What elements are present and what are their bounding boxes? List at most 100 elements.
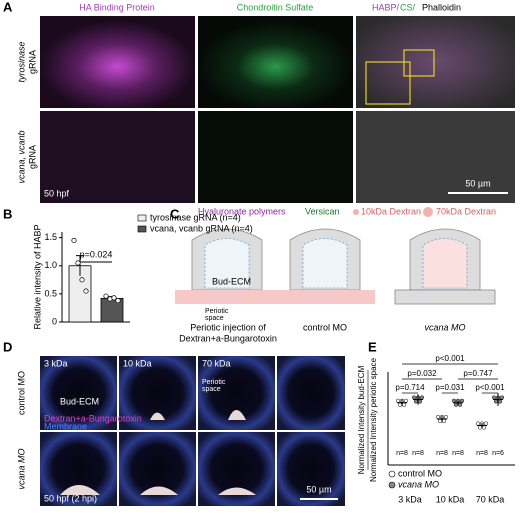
- row-label: gRNA: [27, 50, 37, 74]
- n-label: n=8: [396, 450, 408, 457]
- dot: [395, 398, 401, 403]
- dot: [435, 414, 441, 420]
- comparison-label: p<0.001: [435, 354, 465, 363]
- row-label: gRNA: [27, 145, 37, 169]
- y-tick-label: 1.0: [44, 260, 57, 270]
- y-axis-label: Normalized Intensity bud-ECM: [357, 365, 366, 474]
- image-grid-d: [40, 356, 345, 506]
- bud-ecm-label: Bud-ECM: [212, 276, 251, 286]
- legend-swatch: [137, 225, 147, 233]
- panel-letter: E: [368, 339, 377, 354]
- condition-label: control MO: [303, 322, 347, 332]
- panel-letter: D: [3, 339, 12, 354]
- row-label: control MO: [16, 371, 26, 415]
- dot: [499, 395, 505, 400]
- legend-text: vcana MO: [398, 479, 439, 489]
- data-point: [75, 260, 81, 266]
- diagrams: [175, 228, 496, 305]
- legend-swatch: [137, 214, 147, 222]
- comparison-label: p=0.032: [407, 369, 437, 378]
- data-point: [71, 237, 77, 243]
- comparison-label: p=0.714: [395, 383, 425, 392]
- legend-text: 70kDa Dextran: [436, 206, 496, 216]
- legend-text: 10kDa Dextran: [361, 206, 421, 216]
- n-label: n=8: [476, 450, 488, 457]
- data-point: [83, 288, 89, 294]
- legend-swatch: [388, 470, 396, 478]
- dot: [401, 402, 407, 407]
- dot: [441, 418, 447, 424]
- injection-label: Periotic injection of: [190, 322, 266, 332]
- row-label: vcana, vcanb: [16, 130, 26, 183]
- dot: [475, 421, 481, 426]
- membrane-label: Membrane: [44, 421, 87, 431]
- data-point: [115, 298, 121, 304]
- n-label: n=8: [452, 450, 464, 457]
- n-label: n=8: [412, 450, 424, 457]
- panel-letter: A: [3, 0, 13, 14]
- stain-label: Dextran+a-Bungarotoxin: [44, 413, 142, 423]
- dot: [497, 399, 503, 404]
- dot: [491, 395, 497, 400]
- comparison-label: p=0.747: [463, 369, 493, 378]
- dot: [443, 414, 449, 420]
- stage-label: 50 hpf: [44, 188, 70, 198]
- bud-ecm-label: Bud-ECM: [60, 396, 99, 406]
- legend-text: Versican: [305, 206, 340, 216]
- dot: [451, 398, 457, 403]
- dot: [483, 421, 489, 426]
- comparison-label: p=0.031: [435, 383, 465, 392]
- column-header: 3 kDa: [44, 358, 68, 368]
- x-tick-label: 3 kDa: [398, 494, 422, 504]
- dot: [481, 425, 487, 430]
- stage-label: 50 hpf (2 hpi): [44, 493, 97, 503]
- comparison-label: p<0.001: [475, 383, 505, 392]
- panel-letter: B: [3, 206, 12, 221]
- y-tick-label: 0: [52, 316, 57, 326]
- dot: [453, 402, 459, 407]
- dot: [457, 402, 463, 407]
- dot: [397, 402, 403, 407]
- dot: [417, 399, 423, 404]
- column-header: 70 kDa: [202, 358, 231, 368]
- data-point: [79, 277, 85, 283]
- dot: [419, 395, 425, 400]
- data-point: [111, 295, 117, 301]
- legend-c: Hyaluronate polymers Versican 10kDa Dext…: [198, 206, 496, 217]
- y-axis-label: Normalized Intensity periotic space: [369, 357, 378, 482]
- n-label: n=8: [436, 450, 448, 457]
- n-label: n=6: [492, 450, 504, 457]
- image-grid-a: [40, 16, 515, 203]
- condition-label: vcana MO: [424, 322, 465, 332]
- dot: [411, 395, 417, 400]
- injection-label: Dextran+a-Bungarotoxin: [179, 333, 277, 343]
- column-header: 10 kDa: [123, 358, 152, 368]
- dot: [459, 398, 465, 403]
- legend-text: Hyaluronate polymers: [198, 206, 286, 216]
- column-header: CS/: [400, 2, 416, 12]
- periotic-label: Periotic: [205, 308, 229, 315]
- x-tick-label: 10 kDa: [436, 494, 465, 504]
- dot: [413, 399, 419, 404]
- scale-label: 50 µm: [465, 178, 490, 188]
- periotic-label: Periotic: [202, 379, 226, 386]
- periotic-label: space: [205, 315, 224, 322]
- legend-text: tyrosinase gRNA (n=4): [150, 212, 241, 222]
- scale-label: 50 µm: [306, 484, 331, 494]
- column-header: Chondroitin Sulfate: [237, 2, 314, 12]
- row-label: tyrosinase: [16, 41, 26, 82]
- data-point: [103, 293, 109, 299]
- dot: [477, 425, 483, 430]
- legend-swatch: [388, 481, 396, 489]
- y-tick-label: 1.5: [44, 232, 57, 242]
- dot: [403, 398, 409, 403]
- column-header: HA Binding Protein: [79, 2, 155, 12]
- annotation: p=0.024: [80, 249, 113, 259]
- x-tick-label: 70 kDa: [476, 494, 505, 504]
- column-header: HABP/: [372, 2, 400, 12]
- legend-text: vcana, vcanb gRNA (n=4): [150, 223, 253, 233]
- dot: [437, 418, 443, 424]
- y-axis-label: Relative intensity of HABP: [32, 224, 42, 329]
- y-tick-label: 0.5: [44, 288, 57, 298]
